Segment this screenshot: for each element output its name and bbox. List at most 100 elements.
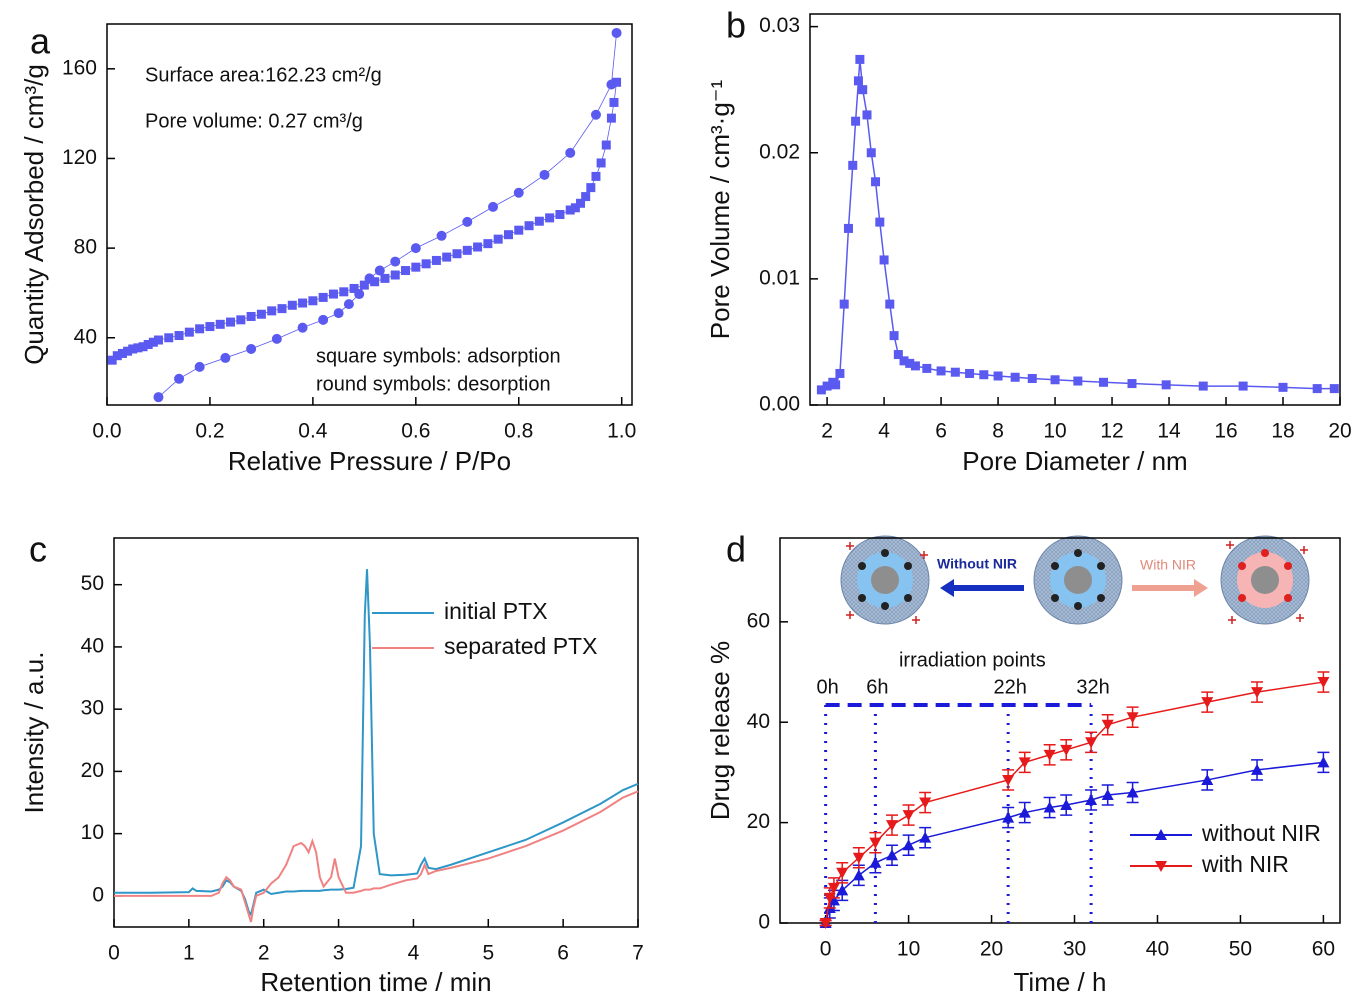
marker bbox=[899, 356, 909, 366]
stars bbox=[846, 541, 1308, 624]
x-tick-label: 60 bbox=[1312, 938, 1335, 961]
x-tick-label: 0 bbox=[108, 942, 120, 965]
marker bbox=[297, 322, 308, 333]
marker bbox=[271, 333, 282, 344]
x-axis-label: Retention time / min bbox=[260, 967, 491, 997]
marker bbox=[1198, 381, 1208, 391]
x-tick-label: 10 bbox=[897, 938, 920, 961]
marker bbox=[565, 147, 576, 158]
marker bbox=[534, 216, 544, 226]
marker bbox=[843, 223, 853, 233]
marker bbox=[349, 283, 359, 293]
marker bbox=[851, 116, 861, 126]
marker bbox=[1312, 384, 1322, 394]
x-tick-label: 0.0 bbox=[92, 420, 121, 443]
marker bbox=[359, 280, 369, 290]
x-tick-label: 5 bbox=[482, 942, 494, 965]
marker bbox=[220, 352, 231, 363]
annotation: square symbols: adsorption bbox=[316, 345, 561, 367]
marker bbox=[1085, 794, 1098, 806]
marker bbox=[143, 339, 153, 349]
marker bbox=[922, 363, 932, 373]
marker bbox=[836, 867, 849, 879]
particle-center bbox=[871, 566, 899, 594]
marker bbox=[612, 77, 622, 87]
marker bbox=[858, 85, 868, 95]
marker bbox=[374, 265, 385, 276]
y-tick-label: 0 bbox=[92, 883, 104, 906]
y-axis-label: Pore Volume / cm³·g⁻¹ bbox=[705, 79, 735, 339]
marker bbox=[979, 370, 989, 380]
arrow-head bbox=[940, 579, 954, 597]
marker bbox=[462, 245, 472, 255]
x-tick-label: 7 bbox=[632, 942, 644, 965]
marker bbox=[133, 343, 143, 353]
marker bbox=[246, 343, 257, 354]
marker bbox=[401, 266, 411, 276]
marker bbox=[1101, 789, 1114, 801]
marker bbox=[936, 366, 946, 376]
x-tick-label: 30 bbox=[1063, 938, 1086, 961]
marker bbox=[885, 299, 895, 309]
marker bbox=[950, 367, 960, 377]
x-tick-label: 2 bbox=[258, 942, 270, 965]
marker bbox=[1201, 697, 1214, 709]
x-tick-label: 1 bbox=[183, 942, 195, 965]
marker bbox=[1018, 806, 1031, 818]
marker bbox=[1161, 380, 1171, 390]
x-tick-label: 50 bbox=[1229, 938, 1252, 961]
marker bbox=[852, 852, 865, 864]
particle-center bbox=[1251, 566, 1279, 594]
series-line bbox=[820, 59, 1335, 391]
marker bbox=[236, 315, 246, 325]
marker bbox=[1155, 861, 1167, 872]
marker bbox=[205, 322, 215, 332]
marker bbox=[184, 327, 194, 337]
schematic bbox=[840, 535, 1310, 625]
x-tick-label: 0.4 bbox=[298, 420, 328, 443]
y-tick-label: 40 bbox=[81, 634, 104, 657]
y-tick-label: 120 bbox=[62, 146, 97, 169]
marker bbox=[1101, 719, 1114, 731]
marker bbox=[364, 273, 375, 284]
marker bbox=[117, 348, 127, 358]
marker bbox=[609, 97, 619, 107]
x-tick-label: 0.2 bbox=[195, 420, 224, 443]
annotation: Surface area:162.23 cm²/g bbox=[145, 64, 382, 86]
y-tick-label: 40 bbox=[747, 710, 770, 733]
marker bbox=[586, 183, 596, 193]
marker bbox=[910, 361, 920, 371]
marker bbox=[886, 849, 898, 861]
y-tick-label: 20 bbox=[747, 810, 770, 833]
marker bbox=[866, 148, 876, 158]
marker bbox=[606, 113, 616, 123]
y-tick-label: 0.00 bbox=[759, 393, 800, 416]
marker bbox=[889, 331, 899, 341]
marker bbox=[848, 160, 858, 170]
y-axis-label: Quantity Adsorbed / cm³/g bbox=[19, 64, 49, 365]
marker bbox=[174, 331, 184, 341]
marker bbox=[1155, 829, 1167, 840]
x-tick-label: 2 bbox=[821, 420, 833, 443]
y-tick-label: 10 bbox=[81, 821, 104, 844]
x-tick-label: 6 bbox=[935, 420, 947, 443]
marker bbox=[1043, 749, 1056, 761]
marker bbox=[1073, 376, 1083, 386]
x-tick-label: 14 bbox=[1157, 420, 1181, 443]
marker bbox=[195, 324, 205, 334]
annotation: round symbols: desorption bbox=[316, 373, 551, 395]
marker bbox=[855, 54, 865, 64]
marker bbox=[902, 839, 915, 851]
marker bbox=[1126, 712, 1139, 724]
x-tick-label: 4 bbox=[878, 420, 890, 443]
drug-dots bbox=[858, 549, 1105, 610]
x-tick-label: 4 bbox=[408, 942, 420, 965]
marker bbox=[993, 371, 1003, 381]
marker bbox=[879, 255, 889, 265]
marker bbox=[919, 831, 932, 843]
marker bbox=[1251, 763, 1264, 775]
marker bbox=[1238, 381, 1248, 391]
marker bbox=[871, 177, 881, 187]
marker bbox=[591, 171, 601, 181]
marker bbox=[256, 309, 266, 319]
